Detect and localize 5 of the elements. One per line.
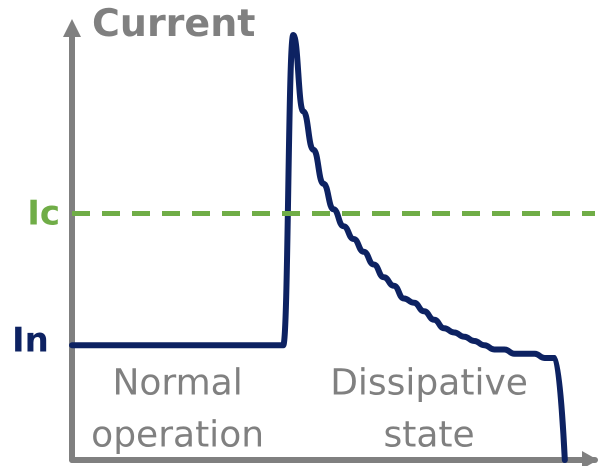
ref-line-label: Ic <box>27 194 60 234</box>
annotation: Normal operation <box>91 362 264 456</box>
y-axis-title: Current <box>92 1 256 45</box>
annotation: Dissipative state <box>330 362 528 456</box>
text: In <box>12 320 49 360</box>
